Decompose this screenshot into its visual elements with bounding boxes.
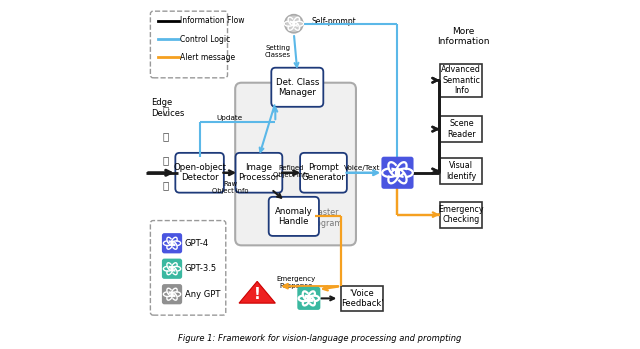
Text: Information Flow: Information Flow <box>180 16 245 25</box>
FancyBboxPatch shape <box>381 157 413 189</box>
Bar <box>440 158 483 184</box>
FancyBboxPatch shape <box>162 259 182 279</box>
Text: !: ! <box>253 288 260 302</box>
FancyBboxPatch shape <box>150 221 226 315</box>
Text: Image
Processor: Image Processor <box>238 163 280 183</box>
FancyBboxPatch shape <box>298 287 321 310</box>
Text: 🤖: 🤖 <box>163 180 169 190</box>
FancyBboxPatch shape <box>162 284 182 304</box>
FancyBboxPatch shape <box>300 153 347 193</box>
Circle shape <box>285 15 303 33</box>
Text: Figure 1: Framework for vision-language processing and prompting: Figure 1: Framework for vision-language … <box>179 334 461 343</box>
Text: GPT-4: GPT-4 <box>184 239 209 248</box>
Bar <box>440 64 483 97</box>
Bar <box>341 286 383 311</box>
Text: Scene
Reader: Scene Reader <box>447 119 476 139</box>
Text: Open-object
Detector: Open-object Detector <box>173 163 226 183</box>
Text: Edge
Devices: Edge Devices <box>151 98 184 118</box>
Text: Update: Update <box>216 115 243 121</box>
Text: Master
Program: Master Program <box>308 208 342 228</box>
Text: Anomaly
Handle: Anomaly Handle <box>275 207 313 226</box>
Bar <box>440 201 483 228</box>
Text: Raw
Object info: Raw Object info <box>212 181 248 194</box>
FancyBboxPatch shape <box>150 11 227 78</box>
FancyBboxPatch shape <box>175 153 224 193</box>
Text: Visual
Identify: Visual Identify <box>446 161 476 181</box>
Text: Refined
Object info: Refined Object info <box>273 165 310 178</box>
Text: GPT-3.5: GPT-3.5 <box>184 264 217 273</box>
FancyBboxPatch shape <box>162 233 182 253</box>
FancyBboxPatch shape <box>269 197 319 236</box>
FancyBboxPatch shape <box>271 68 323 107</box>
Text: Advanced
Semantic
Info: Advanced Semantic Info <box>442 65 481 95</box>
FancyBboxPatch shape <box>236 153 282 193</box>
Text: Control Logic: Control Logic <box>180 35 230 44</box>
Bar <box>440 116 483 142</box>
Text: 📱: 📱 <box>163 131 169 141</box>
Text: Prompt
Generator: Prompt Generator <box>301 163 346 183</box>
Text: Self-prompt: Self-prompt <box>311 17 356 27</box>
Text: Emergency
Response: Emergency Response <box>276 276 315 289</box>
Text: More
Information: More Information <box>437 27 490 46</box>
Polygon shape <box>239 281 275 303</box>
Text: 'Voice
Feedback': 'Voice Feedback' <box>340 289 383 308</box>
Text: Alert message: Alert message <box>180 53 236 62</box>
Text: Voice/Text: Voice/Text <box>344 165 381 171</box>
Text: Setting
Classes: Setting Classes <box>265 45 291 58</box>
Text: 🥽: 🥽 <box>163 156 169 165</box>
Text: Any GPT: Any GPT <box>184 290 220 299</box>
Text: 📷: 📷 <box>163 105 169 115</box>
Text: Emergency
Checking: Emergency Checking <box>438 205 484 224</box>
FancyBboxPatch shape <box>235 83 356 245</box>
Text: Det. Class
Manager: Det. Class Manager <box>276 77 319 97</box>
